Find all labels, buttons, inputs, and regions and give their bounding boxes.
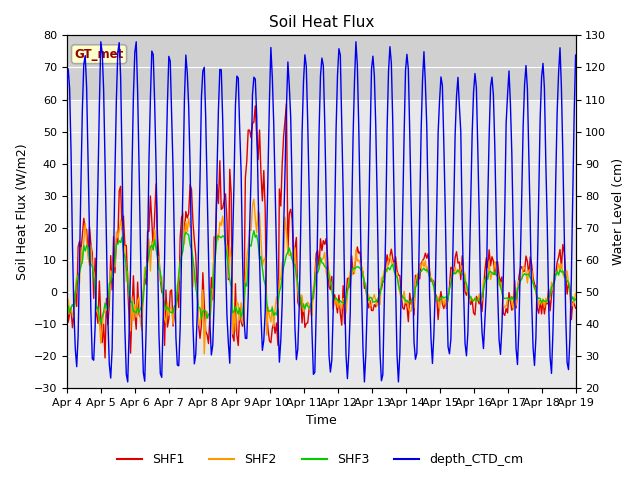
Y-axis label: Water Level (cm): Water Level (cm)	[612, 158, 625, 265]
Y-axis label: Soil Heat Flux (W/m2): Soil Heat Flux (W/m2)	[15, 144, 28, 280]
X-axis label: Time: Time	[306, 414, 337, 427]
Text: GT_met: GT_met	[74, 48, 124, 60]
Title: Soil Heat Flux: Soil Heat Flux	[269, 15, 374, 30]
Bar	[67, 36, 575, 99]
Legend: SHF1, SHF2, SHF3, depth_CTD_cm: SHF1, SHF2, SHF3, depth_CTD_cm	[112, 448, 528, 471]
